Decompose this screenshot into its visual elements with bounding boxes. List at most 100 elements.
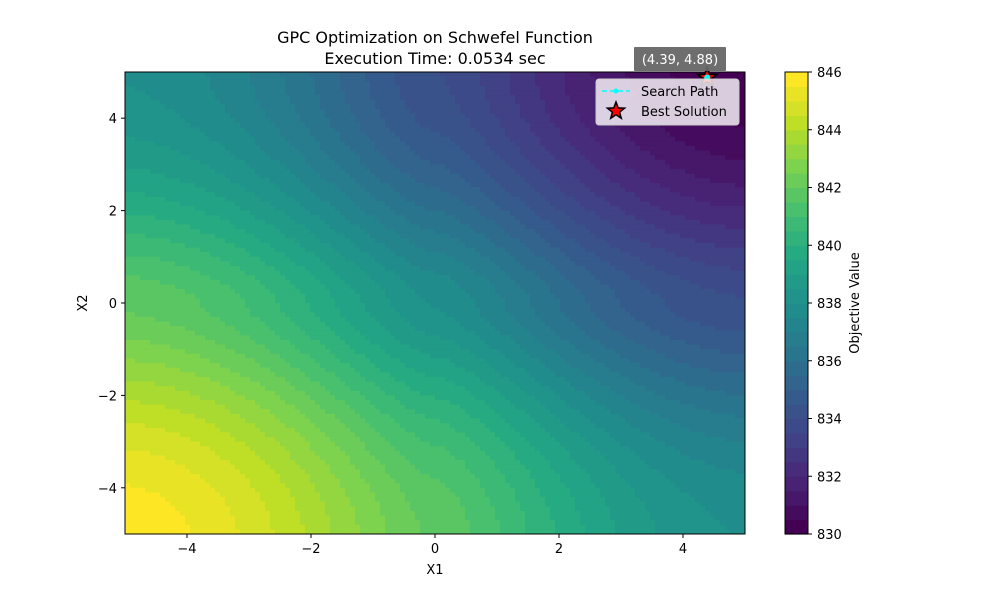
contour-cell (715, 173, 721, 179)
contour-cell (530, 252, 536, 258)
contour-cell (260, 99, 266, 105)
contour-cell (470, 145, 476, 152)
contour-cell (505, 219, 511, 226)
contour-cell (145, 187, 151, 193)
contour-cell (290, 155, 296, 161)
contour-cell (135, 118, 141, 124)
contour-cell (660, 145, 666, 152)
contour-cell (445, 155, 451, 161)
contour-cell (735, 136, 741, 142)
contour-cell (430, 99, 436, 105)
contour-cell (255, 173, 261, 179)
contour-cell (160, 169, 166, 175)
contour-cell (565, 247, 571, 253)
contour-cell (585, 229, 591, 235)
contour-cell (275, 90, 281, 96)
contour-cell (340, 182, 346, 189)
contour-cell (365, 164, 371, 170)
contour-cell (480, 187, 486, 193)
contour-cell (510, 187, 516, 193)
contour-cell (575, 210, 581, 216)
contour-cell (365, 99, 371, 105)
contour-cell (350, 118, 356, 124)
contour-cell (265, 224, 271, 230)
contour-cell (310, 178, 316, 184)
contour-cell (640, 242, 646, 249)
contour-cell (620, 132, 626, 138)
contour-cell (465, 178, 471, 184)
contour-cell (430, 252, 436, 258)
contour-cell (245, 104, 251, 110)
contour-cell (640, 192, 646, 198)
contour-cell (330, 210, 336, 216)
contour-cell (505, 164, 511, 170)
contour-cell (265, 85, 271, 92)
contour-cell (505, 192, 511, 198)
contour-cell (290, 229, 296, 235)
contour-cell (665, 155, 671, 161)
contour-cell (165, 196, 171, 202)
contour-cell (295, 224, 301, 230)
contour-cell (485, 196, 491, 202)
contour-cell (375, 215, 381, 221)
contour-cell (360, 201, 366, 207)
contour-cell (485, 159, 491, 165)
contour-cell (470, 108, 476, 115)
contour-cell (475, 81, 481, 87)
contour-cell (335, 113, 341, 119)
contour-cell (185, 95, 191, 101)
contour-cell (275, 132, 281, 138)
contour-cell (555, 229, 561, 235)
contour-cell (510, 118, 516, 124)
contour-cell (375, 85, 381, 92)
contour-cell (260, 90, 266, 96)
contour-cell (140, 224, 146, 230)
contour-cell (740, 173, 745, 179)
contour-cell (615, 155, 621, 161)
contour-cell (355, 238, 361, 244)
contour-cell (250, 229, 256, 235)
contour-cell (390, 127, 396, 133)
contour-cell (740, 118, 745, 124)
contour-cell (570, 136, 576, 142)
contour-cell (435, 219, 441, 226)
contour-cell (210, 95, 216, 101)
contour-cell (155, 178, 161, 184)
contour-cell (355, 201, 361, 207)
contour-cell (330, 85, 336, 92)
contour-cell (605, 182, 611, 189)
contour-cell (425, 192, 431, 198)
contour-cell (190, 81, 196, 87)
contour-cell (735, 219, 741, 226)
contour-cell (365, 150, 371, 156)
contour-cell (185, 150, 191, 156)
contour-cell (355, 229, 361, 235)
contour-cell (485, 104, 491, 110)
contour-cell (590, 242, 596, 249)
contour-cell (345, 118, 351, 124)
contour-cell (485, 136, 491, 142)
contour-cell (670, 229, 676, 235)
contour-cell (280, 72, 286, 78)
contour-cell (355, 141, 361, 147)
contour-cell (140, 159, 146, 165)
contour-cell (515, 252, 521, 258)
contour-cell (350, 247, 356, 253)
contour-cell (490, 252, 496, 258)
contour-cell (675, 205, 681, 212)
contour-cell (320, 205, 326, 212)
contour-cell (500, 187, 506, 193)
contour-cell (260, 72, 266, 78)
contour-cell (190, 173, 196, 179)
contour-cell (255, 164, 261, 170)
contour-cell (320, 145, 326, 152)
contour-cell (515, 155, 521, 161)
contour-cell (215, 238, 221, 244)
contour-cell (675, 178, 681, 184)
contour-cell (555, 192, 561, 198)
contour-cell (455, 182, 461, 189)
contour-cell (160, 113, 166, 119)
contour-cell (660, 173, 666, 179)
contour-cell (320, 81, 326, 87)
contour-cell (430, 164, 436, 170)
